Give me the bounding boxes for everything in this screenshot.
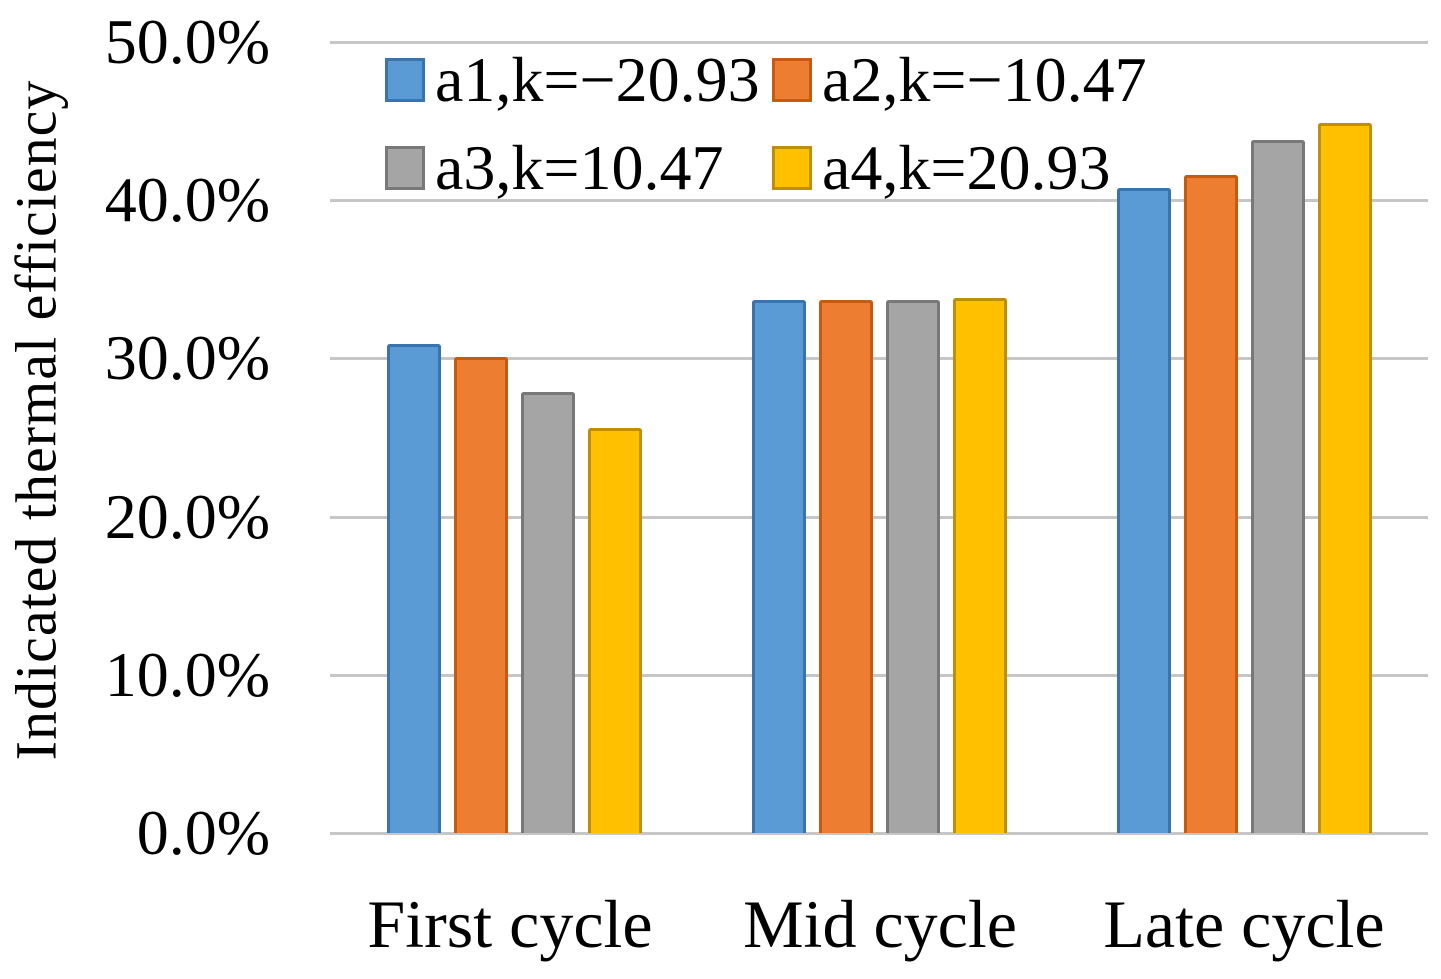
y-tick-label: 20.0% (104, 481, 270, 552)
y-tick-label: 10.0% (104, 639, 270, 710)
legend-label: a1,k=−20.93 (435, 44, 760, 115)
bar-a1-mid-cycle (752, 300, 806, 833)
legend-swatch-icon (772, 146, 812, 190)
bar-a1-late-cycle (1117, 188, 1171, 833)
bar-a2-late-cycle (1184, 175, 1238, 833)
gridline-30.0% (330, 357, 1428, 360)
legend-swatch-icon (772, 58, 812, 102)
legend-swatch-icon (385, 146, 425, 190)
y-tick-label: 50.0% (104, 6, 270, 77)
bar-a3-first-cycle (521, 392, 575, 833)
legend-item-a3: a3,k=10.47 (385, 132, 724, 203)
legend-item-a4: a4,k=20.93 (772, 132, 1111, 203)
bar-a2-mid-cycle (819, 300, 873, 833)
gridline-50.0% (330, 41, 1428, 44)
gridline-0.0% (330, 832, 1428, 835)
x-category-label-mid-cycle: Mid cycle (743, 886, 1017, 962)
gridline-20.0% (330, 516, 1428, 519)
bar-a4-mid-cycle (953, 298, 1007, 833)
legend-swatch-icon (385, 58, 425, 102)
bar-a2-first-cycle (454, 357, 508, 833)
legend-label: a3,k=10.47 (435, 132, 724, 203)
x-category-label-first-cycle: First cycle (367, 886, 653, 962)
y-tick-label: 0.0% (136, 797, 270, 868)
legend-label: a2,k=−10.47 (822, 44, 1147, 115)
y-tick-label: 30.0% (104, 322, 270, 393)
bar-a3-mid-cycle (886, 300, 940, 833)
legend-item-a1: a1,k=−20.93 (385, 44, 760, 115)
bar-a1-first-cycle (387, 344, 441, 833)
legend-label: a4,k=20.93 (822, 132, 1111, 203)
bar-a4-late-cycle (1318, 123, 1372, 833)
plot-area (330, 41, 1428, 835)
legend-item-a2: a2,k=−10.47 (772, 44, 1147, 115)
bar-a3-late-cycle (1251, 140, 1305, 833)
y-tick-label: 40.0% (104, 164, 270, 235)
gridline-40.0% (330, 199, 1428, 202)
x-category-label-late-cycle: Late cycle (1103, 886, 1385, 962)
gridline-10.0% (330, 674, 1428, 677)
bar-a4-first-cycle (588, 428, 642, 833)
